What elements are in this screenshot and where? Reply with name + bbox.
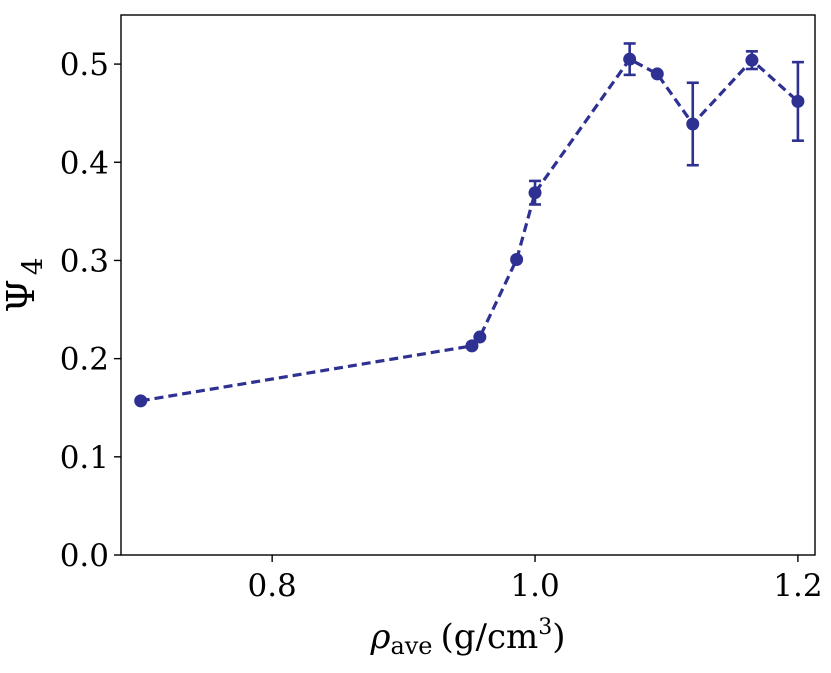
x-axis-ticks: 0.8 1.0 1.2 — [247, 555, 823, 604]
x-tick-label: 0.8 — [247, 568, 296, 604]
data-point — [686, 117, 700, 131]
x-tick-label: 1.0 — [510, 568, 559, 604]
y-tick-label: 0.3 — [60, 243, 109, 279]
y-tick-label: 0.1 — [60, 440, 109, 476]
data-point — [623, 52, 637, 66]
data-point — [650, 67, 664, 81]
data-point — [465, 339, 479, 353]
plot-frame — [120, 14, 816, 556]
data-series — [134, 42, 805, 408]
data-point — [745, 53, 759, 67]
x-axis-label: ρave (g/cm3) — [369, 615, 565, 660]
data-point — [791, 94, 805, 108]
data-point — [528, 186, 542, 200]
y-axis-label: Ψ4 — [0, 257, 49, 312]
data-point — [473, 330, 487, 344]
x-tick-label: 1.2 — [773, 568, 822, 604]
y-tick-label: 0.0 — [60, 538, 109, 574]
y-tick-label: 0.5 — [60, 47, 109, 83]
y-tick-label: 0.2 — [60, 342, 109, 378]
data-point — [510, 252, 524, 266]
y-tick-label: 0.4 — [60, 145, 109, 181]
y-axis-ticks: 0.0 0.1 0.2 0.3 0.4 0.5 — [60, 47, 121, 574]
data-point — [134, 394, 148, 408]
